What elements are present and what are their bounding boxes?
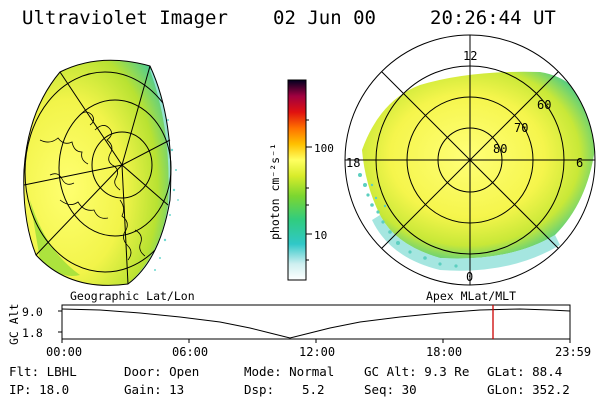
colorbar-tick-10: 10 (314, 229, 327, 242)
mlat-label-60: 60 (537, 98, 551, 112)
right-panel-label: Apex MLat/MLT (426, 289, 516, 303)
right-polar-image: 12 18 6 0 60 70 80 (344, 34, 596, 286)
time-tick-1200: 12:00 (299, 345, 335, 359)
footer-filter: Flt: LBHL (9, 364, 77, 379)
mlt-label-0: 0 (466, 270, 473, 284)
footer-mode: Mode: Normal (244, 364, 335, 379)
time-tick-2359: 23:59 (555, 345, 591, 359)
mlt-label-6: 6 (576, 156, 583, 170)
footer-dsp-label: Dsp: (244, 382, 275, 397)
footer-door: Door: Open (124, 364, 200, 379)
colorbar-tick-100: 100 (314, 142, 334, 155)
time-tick-0600: 06:00 (172, 345, 208, 359)
footer-glon: GLon: 352.2 (487, 382, 570, 397)
mlt-label-12: 12 (463, 49, 477, 63)
mlat-label-70: 70 (514, 121, 528, 135)
left-earth-image (23, 59, 179, 286)
time-tick-1800: 18:00 (426, 345, 462, 359)
left-panel-label: Geographic Lat/Lon (70, 289, 195, 303)
footer-seq: Seq: 30 (364, 382, 417, 397)
footer-gain: Gain: 13 (124, 382, 185, 397)
date-label: 02 Jun 00 (273, 7, 376, 29)
alt-axis-label: GC Alt (7, 303, 21, 345)
footer-dsp-value: 5.2 (302, 382, 325, 397)
mlat-label-80: 80 (493, 142, 507, 156)
mlt-label-18: 18 (346, 156, 360, 170)
footer-glat: GLat: 88.4 (487, 364, 563, 379)
colorbar-unit-label: photon cm⁻²s⁻¹ (268, 143, 282, 240)
instrument-title: Ultraviolet Imager (22, 7, 228, 29)
time-label: 20:26:44 UT (430, 7, 556, 29)
footer-ip: IP: 18.0 (9, 382, 70, 397)
alt-tick-1-8: 1.8 (22, 326, 43, 340)
altitude-plot: 9.0 1.8 GC Alt 00:00 06:00 12:00 18:00 2… (7, 303, 591, 359)
time-tick-0000: 00:00 (46, 345, 82, 359)
colorbar: 100 10 photon cm⁻²s⁻¹ (268, 79, 334, 281)
footer-gc-alt: GC Alt: 9.3 Re (364, 364, 470, 379)
alt-tick-9: 9.0 (22, 305, 43, 319)
